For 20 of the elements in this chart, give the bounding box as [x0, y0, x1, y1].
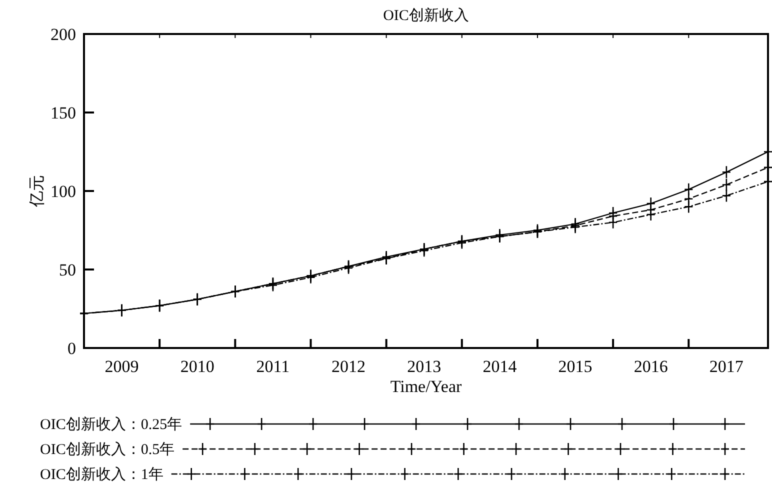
legend-label: OIC创新收入：0.25年 [40, 416, 182, 433]
x-tick-label: 2014 [482, 357, 518, 376]
x-tick-label: 2015 [558, 357, 592, 376]
y-tick-label: 100 [50, 182, 76, 201]
x-tick-label: 2009 [104, 357, 139, 376]
y-tick-label: 50 [59, 260, 76, 280]
x-axis-title: Time/Year [390, 377, 462, 396]
x-tick-label: 2017 [709, 357, 744, 376]
y-axis-title: 亿元 [29, 175, 46, 208]
legend-label: OIC创新收入：1年 [40, 466, 164, 483]
y-tick-label: 0 [68, 339, 76, 358]
x-tick-label: 2016 [634, 357, 668, 376]
x-tick-label: 2013 [407, 357, 442, 376]
x-tick-label: 2012 [332, 357, 366, 376]
legend-label: OIC创新收入：0.5年 [40, 441, 175, 458]
x-tick-label: 2010 [180, 357, 214, 376]
chart-title: OIC创新收入 [383, 7, 469, 24]
y-tick-label: 150 [50, 104, 76, 122]
x-tick-label: 2011 [256, 357, 290, 376]
y-tick-label: 200 [50, 25, 76, 44]
